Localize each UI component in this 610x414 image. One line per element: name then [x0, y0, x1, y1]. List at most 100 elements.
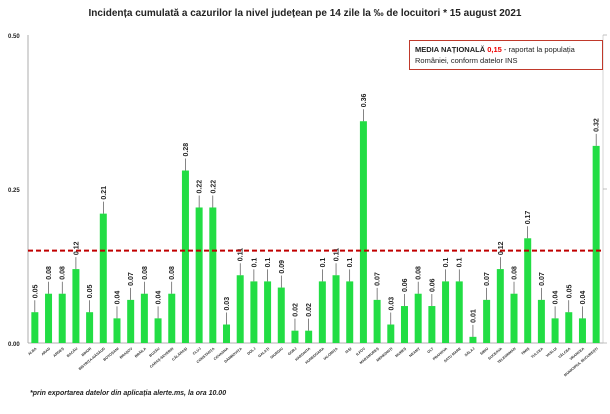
x-tick-label: TIMIȘ	[520, 346, 530, 356]
chart-title: Incidența cumulată a cazurilor la nivel …	[88, 8, 522, 19]
bar	[455, 281, 463, 343]
y-tick-label: 0.00	[8, 342, 20, 348]
data-label: 0.05	[87, 284, 94, 298]
bar	[86, 312, 94, 343]
x-tick-label: CLUJ	[192, 347, 202, 356]
data-label: 0.01	[470, 309, 477, 323]
data-label: 0.1	[457, 258, 464, 268]
x-tick-label: MUREȘ	[395, 346, 408, 358]
bar	[332, 275, 340, 343]
data-label: 0.02	[292, 303, 299, 317]
data-label: 0.1	[347, 258, 354, 268]
bar	[181, 170, 189, 343]
data-label: 0.07	[539, 272, 546, 286]
bar	[318, 281, 326, 343]
bar	[140, 293, 148, 343]
y-tick-label: 0.25	[8, 188, 20, 194]
x-tick-label: ARAD	[41, 346, 52, 356]
data-label: 0.08	[169, 266, 176, 280]
data-label: 0.06	[429, 278, 436, 292]
bar	[154, 318, 162, 343]
x-tick-label: IAȘI	[344, 347, 352, 355]
data-label: 0.04	[553, 291, 560, 305]
x-tick-label: ILFOV	[355, 346, 366, 356]
bar	[442, 281, 450, 343]
data-label: 0.04	[114, 291, 121, 305]
y-tick-label: 0.50	[8, 34, 20, 40]
bar	[578, 318, 586, 343]
bar	[99, 213, 107, 343]
data-label: 0.03	[224, 297, 231, 311]
bar	[387, 324, 395, 343]
data-label: 0.07	[128, 272, 135, 286]
x-tick-label: CARAȘ-SEVERIN	[149, 346, 175, 368]
bar	[428, 306, 436, 343]
x-tick-label: OLT	[427, 346, 435, 354]
bar	[400, 306, 408, 343]
bar	[565, 312, 573, 343]
x-tick-label: CĂLĂRAȘI	[171, 346, 188, 362]
data-label: 0.05	[32, 284, 39, 298]
data-label: 0.17	[525, 211, 532, 225]
bar	[72, 269, 80, 343]
data-label: 0.1	[251, 258, 258, 268]
data-label: 0.04	[156, 291, 163, 305]
bar	[496, 269, 504, 343]
legend-text: - raportat la populația României, confor…	[415, 45, 575, 65]
data-label: 0.09	[279, 260, 286, 274]
bar	[45, 293, 53, 343]
legend-label: MEDIA NAȚIONALĂ	[415, 45, 486, 54]
bar	[127, 299, 135, 343]
bar	[236, 275, 244, 343]
x-tick-label: TULCEA	[530, 346, 544, 359]
bar	[469, 336, 477, 343]
bar	[510, 293, 518, 343]
bar	[524, 238, 532, 343]
bar	[264, 281, 272, 343]
data-label: 0.08	[416, 266, 423, 280]
bar	[373, 299, 381, 343]
bar	[346, 281, 354, 343]
data-label: 0.08	[60, 266, 67, 280]
x-tick-label: GALAȚI	[257, 347, 270, 359]
data-label: 0.11	[334, 248, 341, 261]
data-label: 0.1	[320, 258, 327, 268]
bar	[359, 121, 367, 344]
x-tick-label: GORJ	[287, 347, 297, 357]
bar	[209, 207, 217, 343]
data-label: 0.07	[484, 272, 491, 286]
data-label: 0.11	[238, 248, 245, 261]
x-tick-label: DOLJ	[247, 347, 257, 356]
bar	[58, 293, 66, 343]
bar	[195, 207, 203, 343]
bar	[168, 293, 176, 343]
data-label: 0.08	[46, 266, 53, 280]
data-label: 0.02	[306, 303, 313, 317]
data-label: 0.36	[361, 94, 368, 108]
bar	[291, 330, 299, 343]
data-label: 0.22	[210, 180, 217, 194]
data-label: 0.07	[375, 272, 382, 286]
data-label: 0.1	[443, 258, 450, 268]
bar	[31, 312, 39, 343]
bar	[250, 281, 258, 343]
x-tick-label: NEAMȚ	[408, 346, 421, 358]
x-tick-label: BUZĂU	[148, 346, 161, 358]
bar	[223, 324, 231, 343]
x-tick-label: VASLUI	[545, 347, 557, 358]
bar	[551, 318, 559, 343]
data-label: 0.05	[566, 284, 573, 298]
data-label: 0.04	[580, 291, 587, 305]
bar	[483, 299, 491, 343]
footnote: *prin exportarea datelor din aplicația a…	[30, 390, 227, 397]
x-tick-label: ALBA	[27, 346, 38, 356]
bar	[113, 318, 121, 343]
national-average-box: MEDIA NAȚIONALĂ 0,15 - raportat la popul…	[409, 40, 603, 70]
bar	[305, 330, 313, 343]
x-tick-label: IALOMIȚA	[323, 346, 339, 360]
data-label: 0.12	[498, 241, 505, 255]
bar	[414, 293, 422, 343]
x-tick-label: BACĂU	[65, 346, 78, 358]
data-label: 0.28	[183, 143, 190, 157]
